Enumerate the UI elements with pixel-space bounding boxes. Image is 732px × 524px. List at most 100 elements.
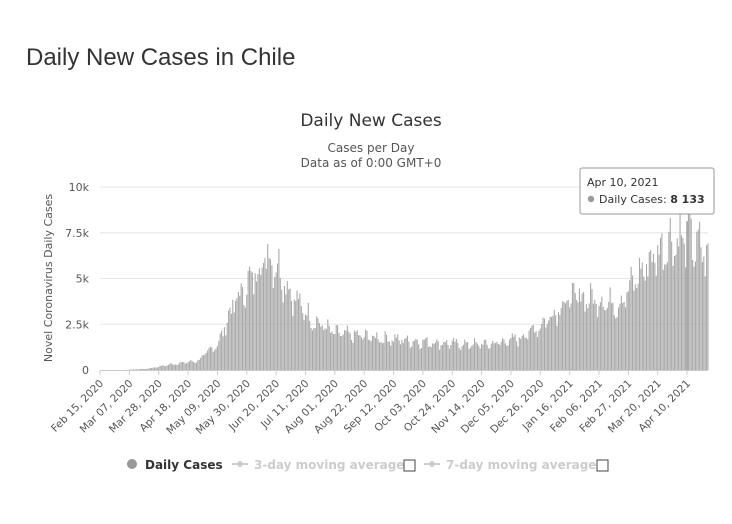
daily-cases-bar[interactable]: [701, 261, 703, 370]
daily-cases-bar[interactable]: [447, 344, 449, 370]
daily-cases-bar[interactable]: [423, 339, 425, 370]
daily-cases-bar[interactable]: [279, 277, 281, 370]
daily-cases-bar[interactable]: [501, 338, 504, 370]
daily-cases-bar[interactable]: [212, 351, 214, 370]
daily-cases-bar[interactable]: [193, 362, 195, 370]
daily-cases-bar[interactable]: [251, 272, 253, 370]
daily-cases-bar[interactable]: [204, 354, 206, 370]
daily-cases-bar[interactable]: [591, 289, 593, 370]
daily-cases-bar[interactable]: [461, 346, 463, 370]
daily-cases-bar[interactable]: [574, 292, 576, 370]
daily-cases-bar[interactable]: [448, 348, 450, 370]
daily-cases-bar[interactable]: [411, 346, 413, 370]
daily-cases-bar[interactable]: [553, 309, 555, 370]
daily-cases-bar[interactable]: [587, 308, 589, 370]
daily-cases-bar[interactable]: [689, 213, 691, 370]
daily-cases-bar[interactable]: [692, 260, 694, 370]
daily-cases-bar[interactable]: [422, 339, 424, 370]
daily-cases-bar[interactable]: [626, 292, 628, 370]
daily-cases-bar[interactable]: [690, 218, 692, 370]
daily-cases-bar[interactable]: [363, 337, 365, 370]
daily-cases-bar[interactable]: [267, 244, 269, 370]
daily-cases-bar[interactable]: [265, 268, 267, 370]
legend-checkbox-7-day[interactable]: [596, 459, 609, 472]
daily-cases-bar[interactable]: [619, 303, 621, 370]
daily-cases-bar[interactable]: [138, 369, 140, 370]
daily-cases-bar[interactable]: [345, 330, 347, 370]
daily-cases-bar[interactable]: [490, 343, 492, 370]
daily-cases-bar[interactable]: [652, 253, 655, 370]
daily-cases-bar[interactable]: [567, 300, 569, 370]
daily-cases-bar[interactable]: [242, 286, 244, 370]
daily-cases-bar[interactable]: [563, 302, 565, 370]
daily-cases-bar[interactable]: [497, 343, 499, 370]
daily-cases-bar[interactable]: [429, 346, 431, 370]
daily-cases-bar[interactable]: [153, 367, 156, 370]
daily-cases-bar[interactable]: [577, 302, 579, 370]
daily-cases-bar[interactable]: [362, 339, 364, 370]
daily-cases-bar[interactable]: [457, 343, 459, 370]
daily-cases-bar[interactable]: [539, 328, 541, 370]
daily-cases-bar[interactable]: [306, 315, 308, 370]
daily-cases-bar[interactable]: [191, 361, 193, 370]
daily-cases-bar[interactable]: [634, 284, 636, 371]
daily-cases-bar[interactable]: [179, 362, 181, 370]
daily-cases-bar[interactable]: [538, 331, 540, 370]
daily-cases-bar[interactable]: [170, 363, 172, 370]
daily-cases-bar[interactable]: [560, 307, 562, 370]
daily-cases-bar[interactable]: [525, 337, 527, 370]
daily-cases-bar[interactable]: [546, 323, 548, 370]
daily-cases-bar[interactable]: [661, 233, 663, 370]
daily-cases-bar[interactable]: [657, 245, 659, 370]
daily-cases-bar[interactable]: [643, 276, 645, 370]
daily-cases-bar[interactable]: [300, 306, 302, 370]
daily-cases-bar[interactable]: [370, 341, 372, 370]
daily-cases-bar[interactable]: [433, 343, 435, 370]
daily-cases-bar[interactable]: [550, 316, 552, 370]
daily-cases-bar[interactable]: [163, 365, 165, 370]
daily-cases-bar[interactable]: [172, 364, 174, 370]
daily-cases-bar[interactable]: [283, 285, 286, 370]
daily-cases-bar[interactable]: [486, 344, 488, 370]
daily-cases-bar[interactable]: [495, 342, 497, 370]
daily-cases-bar[interactable]: [316, 316, 318, 370]
daily-cases-bar[interactable]: [173, 364, 175, 370]
daily-cases-bar[interactable]: [492, 340, 494, 370]
daily-cases-bar[interactable]: [360, 337, 362, 370]
daily-cases-bar[interactable]: [673, 256, 675, 370]
daily-cases-bar[interactable]: [707, 243, 709, 370]
daily-cases-bar[interactable]: [482, 344, 484, 370]
daily-cases-bar[interactable]: [158, 367, 160, 370]
daily-cases-bar[interactable]: [599, 302, 601, 370]
daily-cases-bar[interactable]: [341, 336, 343, 370]
daily-cases-bar[interactable]: [135, 369, 137, 370]
daily-cases-bar[interactable]: [693, 266, 695, 370]
daily-cases-bar[interactable]: [623, 302, 625, 370]
daily-cases-bar[interactable]: [532, 324, 534, 370]
daily-cases-bar[interactable]: [397, 334, 399, 370]
daily-cases-bar[interactable]: [292, 316, 294, 370]
daily-cases-bar[interactable]: [348, 331, 350, 370]
daily-cases-bar[interactable]: [601, 296, 603, 370]
daily-cases-bar[interactable]: [590, 283, 592, 370]
daily-cases-bar[interactable]: [570, 303, 572, 370]
daily-cases-bar[interactable]: [169, 363, 171, 370]
daily-cases-bar[interactable]: [432, 343, 434, 370]
daily-cases-bar[interactable]: [327, 319, 329, 370]
daily-cases-bar[interactable]: [703, 256, 705, 370]
daily-cases-bar[interactable]: [366, 330, 368, 370]
daily-cases-bar[interactable]: [141, 368, 143, 370]
daily-cases-bar[interactable]: [443, 341, 445, 370]
daily-cases-bar[interactable]: [434, 342, 436, 370]
daily-cases-bar[interactable]: [373, 335, 375, 370]
daily-cases-bar[interactable]: [420, 348, 423, 370]
daily-cases-bar[interactable]: [672, 265, 674, 370]
daily-cases-bar[interactable]: [468, 349, 470, 370]
daily-cases-bar[interactable]: [352, 342, 354, 370]
daily-cases-bar[interactable]: [620, 295, 622, 370]
daily-cases-bar[interactable]: [425, 338, 427, 370]
daily-cases-bar[interactable]: [520, 338, 522, 370]
daily-cases-bar[interactable]: [451, 340, 453, 370]
daily-cases-bar[interactable]: [388, 341, 390, 370]
daily-cases-bar[interactable]: [504, 343, 506, 370]
